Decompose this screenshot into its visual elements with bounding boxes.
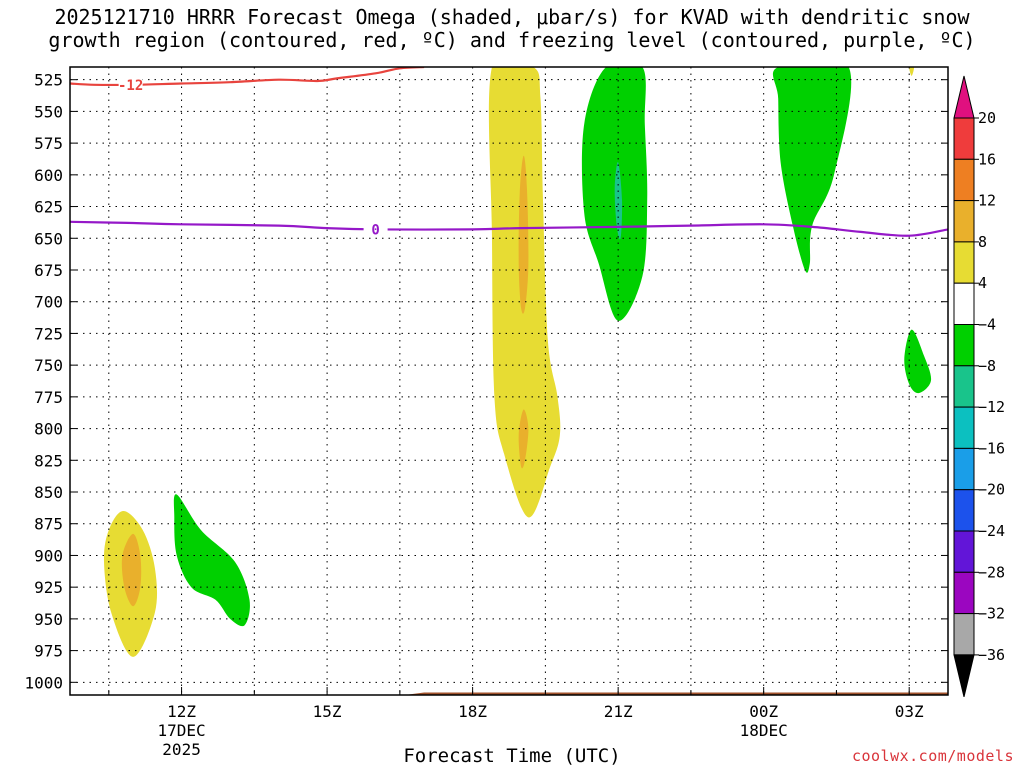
colorbar-box-7 [953,406,975,449]
colorbar-box-4 [953,282,975,326]
colorbar-box-3 [953,241,975,284]
ytick-label-700: 700 [34,293,63,312]
colorbar-label-4: 4 [978,274,987,292]
colorbar-label-0: 20 [978,109,996,127]
colorbar-box-10 [953,530,975,573]
omega-region-2 [173,494,250,627]
xtick-date-12Z: 17DEC [157,721,205,740]
grid-lines [70,67,948,695]
ytick-label-875: 875 [34,515,63,534]
colorbar-box-0 [953,117,975,160]
ytick-label-850: 850 [34,483,63,502]
ytick-label-1000: 1000 [24,673,63,692]
omega-shading [103,67,932,657]
omega-region-9 [904,329,932,394]
ytick-label-900: 900 [34,546,63,565]
ytick-label-725: 725 [34,324,63,343]
colorbar-box-1 [953,158,975,202]
x-axis-label: Forecast Time (UTC) [403,745,621,767]
ytick-label-600: 600 [34,166,63,185]
ytick-label-525: 525 [34,71,63,90]
chart-title-line2: growth region (contoured, red, ºC) and f… [48,28,976,52]
xtick-year-12Z: 2025 [162,740,201,759]
colorbar-label-3: 8 [978,233,987,251]
xtick-label-12Z: 12Z [167,702,196,721]
colorbar-label-7: −12 [978,398,1005,416]
ytick-label-650: 650 [34,229,63,248]
contour-label-0: -12 [118,78,143,94]
colorbar-box-2 [953,200,975,243]
contour-label-1: 0 [371,222,379,238]
colorbar-box-6 [953,365,975,408]
colorbar: 20 16 12 8 4 −4 −8 −12 −16 −20 −24 −28 −32 −36 [953,75,1005,698]
colorbar-box-5 [953,324,975,367]
colorbar-top-arrow [953,75,975,119]
omega-region-5 [518,409,529,469]
colorbar-label-8: −16 [978,439,1005,457]
colorbar-label-13: −36 [978,646,1005,664]
ytick-label-975: 975 [34,642,63,661]
omega-region-8 [772,67,852,273]
omega-region-4 [518,155,529,314]
colorbar-box-9 [953,489,975,532]
ytick-label-925: 925 [34,578,63,597]
colorbar-label-6: −8 [978,357,996,375]
ytick-label-675: 675 [34,261,63,280]
ytick-label-775: 775 [34,388,63,407]
colorbar-box-8 [953,447,975,491]
contour-label-bg-1 [363,221,388,237]
site-credit: coolwx.com/models [851,747,1014,765]
ytick-label-825: 825 [34,451,63,470]
contour-label-bg-0 [118,76,143,92]
ytick-label-575: 575 [34,134,63,153]
plot-frame [69,66,949,696]
ytick-label-800: 800 [34,420,63,439]
chart-title-line1: 2025121710 HRRR Forecast Omega (shaded, … [54,5,970,29]
colorbar-label-2: 12 [978,192,996,210]
colorbar-box-11 [953,571,975,615]
xtick-label-03Z: 03Z [895,702,924,721]
colorbar-label-9: −20 [978,481,1005,499]
contour-freezing-level [70,220,948,237]
omega-region-1 [121,533,142,607]
colorbar-label-11: −28 [978,563,1005,581]
ytick-label-625: 625 [34,198,63,217]
omega-region-7 [614,162,623,240]
y-axis-ticks: 525 550 575 600 625 650 675 700 725 750 775 800 825 8… [24,71,948,692]
chart-title: 2025121710 HRRR Forecast Omega (shaded, … [0,6,1024,52]
ytick-label-550: 550 [34,102,63,121]
omega-region-10 [909,67,915,76]
xtick-label-00Z: 00Z [749,702,778,721]
colorbar-label-5: −4 [978,316,996,334]
contour-layer: -12 0 [70,67,948,238]
colorbar-label-12: −32 [978,605,1005,623]
xtick-label-18Z: 18Z [458,702,487,721]
colorbar-label-10: −24 [978,522,1005,540]
omega-region-6 [581,67,648,321]
ytick-label-750: 750 [34,356,63,375]
xtick-label-15Z: 15Z [313,702,342,721]
colorbar-bottom-arrow [953,654,975,698]
xtick-label-21Z: 21Z [604,702,633,721]
colorbar-label-1: 16 [978,150,996,168]
xtick-date-00Z: 18DEC [740,721,788,740]
colorbar-box-12 [953,613,975,656]
ytick-label-950: 950 [34,610,63,629]
